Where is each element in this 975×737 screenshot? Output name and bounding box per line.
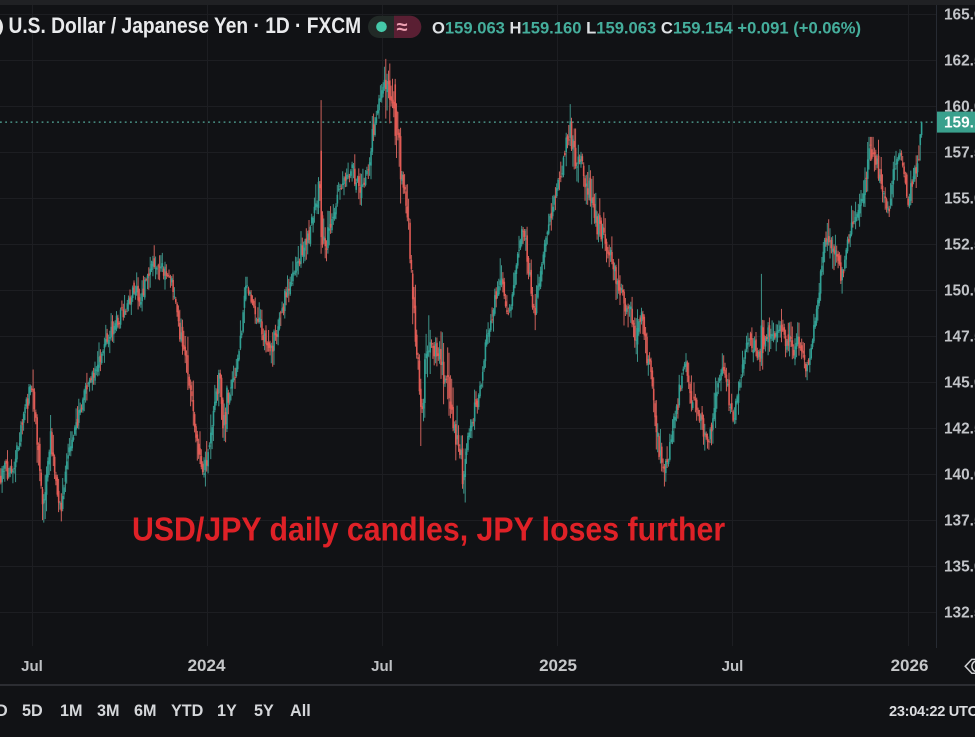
svg-text:≈: ≈ bbox=[397, 17, 408, 39]
svg-text:157.5: 157.5 bbox=[944, 145, 975, 162]
svg-text:152.5: 152.5 bbox=[944, 237, 975, 254]
svg-text:160.0: 160.0 bbox=[944, 99, 975, 116]
svg-text:USD/JPY daily candles, JPY los: USD/JPY daily candles, JPY loses further bbox=[132, 510, 725, 548]
svg-text:2025: 2025 bbox=[539, 656, 577, 675]
svg-text:1Y: 1Y bbox=[217, 702, 237, 720]
svg-text:135.0: 135.0 bbox=[944, 559, 975, 576]
svg-text:3M: 3M bbox=[97, 702, 120, 720]
svg-text:1D: 1D bbox=[0, 702, 8, 720]
svg-text:150.0: 150.0 bbox=[944, 283, 975, 300]
svg-text:137.5: 137.5 bbox=[944, 513, 975, 530]
svg-text:U.S. Dollar / Japanese Yen · 1: U.S. Dollar / Japanese Yen · 1D · FXCM bbox=[9, 14, 362, 38]
svg-text:2026: 2026 bbox=[891, 656, 929, 675]
svg-text:Jul: Jul bbox=[21, 658, 43, 675]
svg-text:145.0: 145.0 bbox=[944, 375, 975, 392]
svg-text:155.0: 155.0 bbox=[944, 191, 975, 208]
svg-text:162.5: 162.5 bbox=[944, 53, 975, 70]
svg-text:165.0: 165.0 bbox=[944, 7, 975, 24]
svg-text:142.5: 142.5 bbox=[944, 421, 975, 438]
svg-text:All: All bbox=[290, 702, 311, 720]
svg-text:2024: 2024 bbox=[188, 656, 226, 675]
svg-text:5D: 5D bbox=[22, 702, 43, 720]
svg-text:132.5: 132.5 bbox=[944, 605, 975, 622]
svg-text:23:04:22 UTC: 23:04:22 UTC bbox=[889, 704, 975, 720]
svg-text:Jul: Jul bbox=[371, 658, 393, 675]
svg-text:O159.063 H159.160 L159.063 C15: O159.063 H159.160 L159.063 C159.154 +0.0… bbox=[432, 19, 861, 38]
svg-text:6M: 6M bbox=[134, 702, 157, 720]
svg-text:140.0: 140.0 bbox=[944, 467, 975, 484]
svg-text:5Y: 5Y bbox=[254, 702, 274, 720]
svg-text:147.5: 147.5 bbox=[944, 329, 975, 346]
svg-text:Jul: Jul bbox=[722, 658, 744, 675]
svg-text:1M: 1M bbox=[60, 702, 83, 720]
svg-text:159.154: 159.154 bbox=[944, 114, 975, 131]
svg-text:YTD: YTD bbox=[171, 702, 204, 720]
